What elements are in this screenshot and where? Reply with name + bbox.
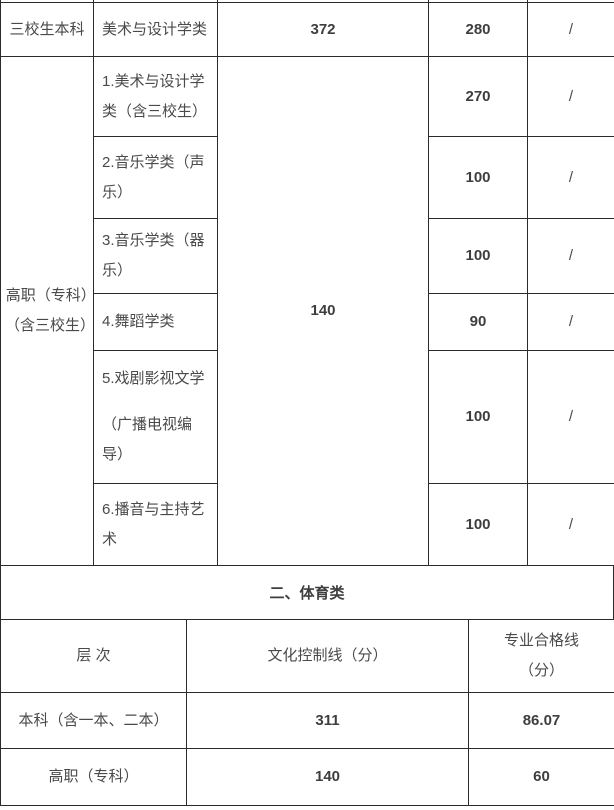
score-cell: 100 bbox=[428, 350, 528, 484]
table-row: 3.音乐学类（器乐） 100 / bbox=[1, 218, 614, 294]
level-cell: 本科（含一本、二本） bbox=[0, 692, 187, 749]
level-cell: 三校生本科 bbox=[0, 2, 94, 57]
score-cell: 140 bbox=[186, 748, 469, 806]
score-cell: 90 bbox=[428, 293, 528, 351]
category-cell: 6.播音与主持艺术 bbox=[93, 483, 218, 566]
score-cell: / bbox=[527, 350, 614, 484]
art-scores-table: 三校生本科 美术与设计学类 372 280 / 高职（专科）（含三校生） 1.美… bbox=[0, 0, 614, 566]
header-major-line: 专业合格线 （分） bbox=[468, 619, 614, 693]
score-cell: 86.07 bbox=[468, 692, 614, 749]
table-row: 三校生本科 美术与设计学类 372 280 / bbox=[0, 2, 614, 57]
category-cell: 4.舞蹈学类 bbox=[93, 293, 218, 351]
table-row: 6.播音与主持艺术 100 / bbox=[1, 483, 614, 566]
header-major-line-2: （分） bbox=[518, 662, 564, 679]
table-row: 高职（专科）（含三校生） 1.美术与设计学类（含三校生） 140 270 / bbox=[0, 56, 614, 566]
section-header-sports: 二、体育类 bbox=[0, 565, 614, 620]
table-row: 5.戏剧影视文学 （广播电视编导） 100 / bbox=[1, 350, 614, 484]
score-cell: 100 bbox=[428, 218, 528, 294]
category-cell: 3.音乐学类（器乐） bbox=[93, 218, 218, 294]
score-cell: / bbox=[527, 218, 614, 294]
header-level: 层 次 bbox=[0, 619, 187, 693]
table-row: 高职（专科） 140 60 bbox=[0, 748, 614, 806]
level-cell-merged: 高职（专科）（含三校生） bbox=[0, 56, 94, 566]
score-cell: / bbox=[527, 136, 614, 219]
score-cell: 60 bbox=[468, 748, 614, 806]
category-cell: 5.戏剧影视文学 （广播电视编导） bbox=[93, 350, 218, 484]
category-cell: 2.音乐学类（声乐） bbox=[93, 136, 218, 219]
score-cell: 100 bbox=[428, 136, 528, 219]
sports-scores-table: 层 次 文化控制线（分） 专业合格线 （分） 本科（含一本、二本） 311 86… bbox=[0, 619, 614, 806]
score-cell: 100 bbox=[428, 483, 528, 566]
table-header-row: 层 次 文化控制线（分） 专业合格线 （分） bbox=[0, 619, 614, 693]
score-cell-merged: 140 bbox=[217, 56, 429, 566]
category-cell: 1.美术与设计学类（含三校生） bbox=[93, 56, 218, 137]
category-cell: 美术与设计学类 bbox=[93, 2, 218, 57]
category-line-1: 5.戏剧影视文学 bbox=[102, 370, 205, 387]
score-cell: / bbox=[527, 56, 614, 137]
score-cell: / bbox=[527, 483, 614, 566]
score-cell: / bbox=[527, 293, 614, 351]
header-major-line-1: 专业合格线 bbox=[503, 632, 579, 649]
score-cell: 270 bbox=[428, 56, 528, 137]
score-cell: 311 bbox=[186, 692, 469, 749]
level-cell: 高职（专科） bbox=[0, 748, 187, 806]
table-row: 4.舞蹈学类 90 / bbox=[1, 293, 614, 351]
score-cell: 372 bbox=[217, 2, 429, 57]
score-cell: 280 bbox=[428, 2, 528, 57]
category-line-2: （广播电视编导） bbox=[102, 416, 193, 463]
header-culture-line: 文化控制线（分） bbox=[186, 619, 469, 693]
score-cell: / bbox=[527, 2, 614, 57]
table-row: 本科（含一本、二本） 311 86.07 bbox=[0, 692, 614, 749]
